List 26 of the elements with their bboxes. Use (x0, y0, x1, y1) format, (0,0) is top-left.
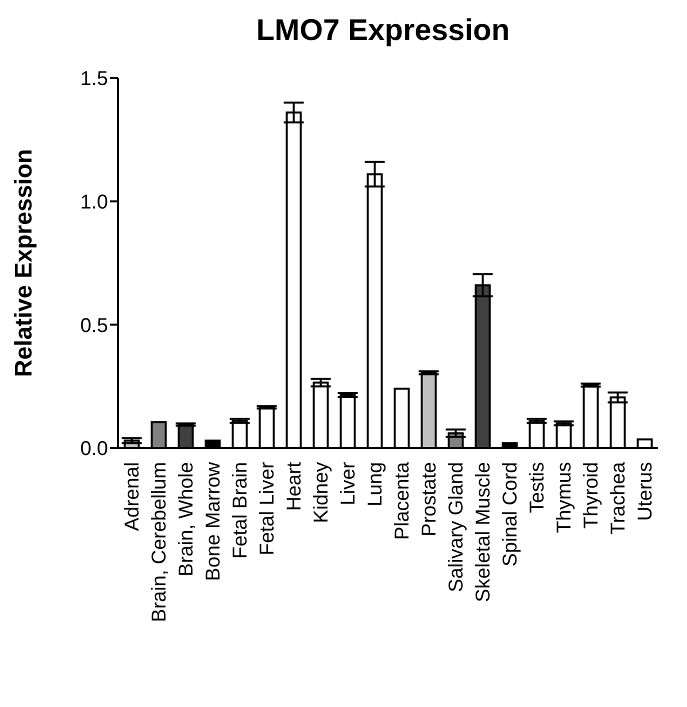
x-tick-label: Thymus (554, 462, 576, 534)
x-tick-label: Thyroid (580, 462, 602, 529)
x-tick-label: Lung (364, 462, 386, 506)
x-tick-label: Uterus (634, 462, 656, 521)
x-tick-label: Fetal Brain (230, 462, 252, 559)
y-tick-label: 0.5 (80, 314, 108, 337)
y-axis-title: Relative Expression (10, 148, 38, 378)
x-tick-label: Fetal Liver (256, 462, 278, 556)
x-tick-label: Brain, Whole (176, 462, 198, 576)
x-tick-label: Bone Marrow (202, 461, 224, 581)
x-tick-label: Placenta (392, 461, 414, 540)
y-tick-label: 0.0 (80, 438, 108, 460)
x-tick-label: Skeletal Muscle (472, 462, 494, 602)
x-tick-label: Prostate (418, 462, 440, 536)
x-tick-label: Liver (338, 462, 360, 506)
x-tick-label: Brain, Cerebellum (148, 462, 170, 622)
y-tick-label: 1.5 (80, 68, 108, 90)
x-tick-label: Adrenal (122, 462, 144, 531)
x-tick-label: Kidney (310, 462, 332, 524)
x-tick-label: Spinal Cord (500, 462, 522, 567)
y-tick-label: 1.0 (80, 191, 108, 214)
chart-title: LMO7 Expression (255, 14, 511, 48)
x-tick-label: Trachea (608, 461, 630, 535)
x-tick-label: Testis (526, 462, 548, 514)
x-tick-label: Salivary Gland (446, 462, 468, 592)
x-tick-label: Heart (284, 462, 306, 511)
